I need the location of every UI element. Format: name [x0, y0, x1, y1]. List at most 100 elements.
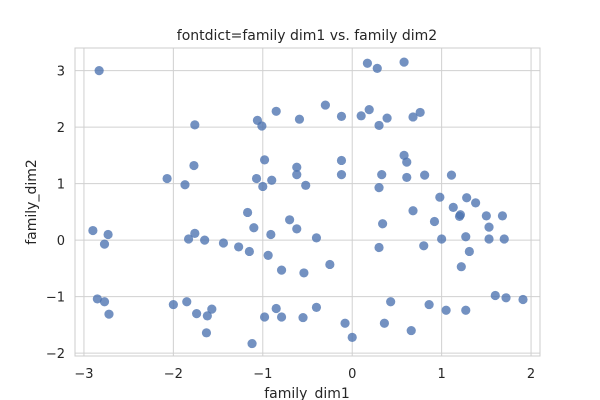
x-tick-label: 2: [527, 367, 535, 382]
data-point: [292, 162, 302, 172]
x-tick-label: −3: [74, 367, 93, 382]
data-point: [374, 182, 384, 193]
x-tick-label: −2: [164, 367, 183, 382]
data-point: [168, 299, 178, 310]
data-point: [259, 155, 270, 165]
data-point: [336, 155, 347, 166]
data-point: [92, 294, 102, 304]
data-point: [325, 259, 335, 270]
data-point: [162, 173, 172, 184]
data-point: [251, 173, 262, 184]
data-point: [266, 229, 276, 240]
data-point: [183, 234, 194, 244]
data-point: [200, 235, 210, 245]
data-point: [399, 57, 409, 67]
data-point: [462, 193, 472, 203]
data-point: [336, 169, 347, 180]
data-point: [415, 107, 425, 118]
data-point: [259, 312, 270, 322]
data-point: [190, 120, 200, 130]
data-point: [372, 63, 382, 73]
data-point: [448, 202, 458, 212]
data-point: [311, 302, 322, 312]
data-point: [94, 66, 104, 76]
data-point: [374, 120, 384, 131]
data-point: [192, 309, 202, 319]
data-point: [190, 228, 200, 238]
data-point: [340, 318, 350, 328]
data-point: [285, 215, 295, 225]
data-point: [356, 111, 366, 121]
data-point: [374, 242, 384, 253]
data-point: [362, 58, 373, 68]
data-point: [408, 206, 418, 216]
data-point: [201, 328, 212, 338]
data-point: [257, 121, 267, 131]
data-point: [420, 170, 430, 180]
data-point: [276, 312, 287, 322]
data-point: [402, 172, 412, 183]
y-tick-label: 3: [57, 65, 65, 80]
data-point: [99, 297, 110, 307]
chart-title: fontdict=family dim1 vs. family dim2: [177, 28, 437, 44]
data-point: [244, 246, 254, 257]
data-point: [461, 305, 471, 315]
data-point: [429, 216, 440, 227]
data-point: [202, 311, 212, 321]
data-point: [406, 325, 416, 336]
plot-frame: [74, 47, 541, 357]
data-point: [497, 211, 508, 221]
data-point: [299, 268, 309, 278]
data-point: [446, 170, 457, 180]
y-tick-label: 2: [57, 121, 65, 136]
data-point: [386, 297, 396, 307]
data-point: [435, 192, 445, 202]
x-axis-label: family_dim1: [264, 386, 350, 400]
data-point: [377, 169, 387, 180]
data-point: [481, 211, 491, 221]
data-point: [267, 175, 277, 185]
data-point: [402, 157, 412, 167]
x-tick-label: 0: [348, 367, 356, 382]
y-tick-label: 1: [57, 178, 65, 193]
data-point: [292, 169, 302, 180]
data-point: [271, 303, 281, 314]
data-point: [471, 198, 481, 208]
data-point: [88, 225, 98, 236]
data-point: [271, 106, 281, 116]
data-point: [419, 241, 429, 251]
data-point: [301, 180, 311, 190]
data-point: [99, 239, 110, 249]
data-point: [490, 290, 500, 301]
y-tick-label: −2: [46, 347, 65, 362]
data-point: [347, 332, 357, 342]
data-point: [454, 211, 465, 222]
data-point: [103, 229, 113, 240]
grid-layer: [75, 48, 540, 356]
data-point: [207, 304, 217, 314]
data-point: [441, 305, 451, 315]
tick-layer: −3 −2 −1 0 1 2 −2 −1 0 1 2 3: [46, 65, 535, 382]
data-point: [382, 113, 392, 123]
data-point: [379, 318, 390, 328]
data-point: [218, 238, 229, 248]
data-point: [294, 114, 305, 124]
data-point: [437, 234, 447, 244]
data-point: [189, 160, 199, 171]
data-point: [311, 233, 322, 243]
data-point: [408, 112, 418, 122]
data-point: [242, 207, 253, 218]
y-tick-label: 0: [57, 234, 65, 249]
data-point: [499, 234, 509, 244]
data-point: [464, 246, 474, 257]
data-point: [249, 223, 259, 233]
data-point: [484, 222, 494, 232]
points-layer: [88, 57, 528, 349]
data-point: [456, 262, 466, 272]
data-point: [424, 299, 434, 310]
data-point: [461, 232, 471, 242]
data-point: [247, 338, 257, 349]
data-point: [364, 105, 374, 115]
data-point: [501, 293, 511, 303]
data-point: [104, 309, 114, 319]
